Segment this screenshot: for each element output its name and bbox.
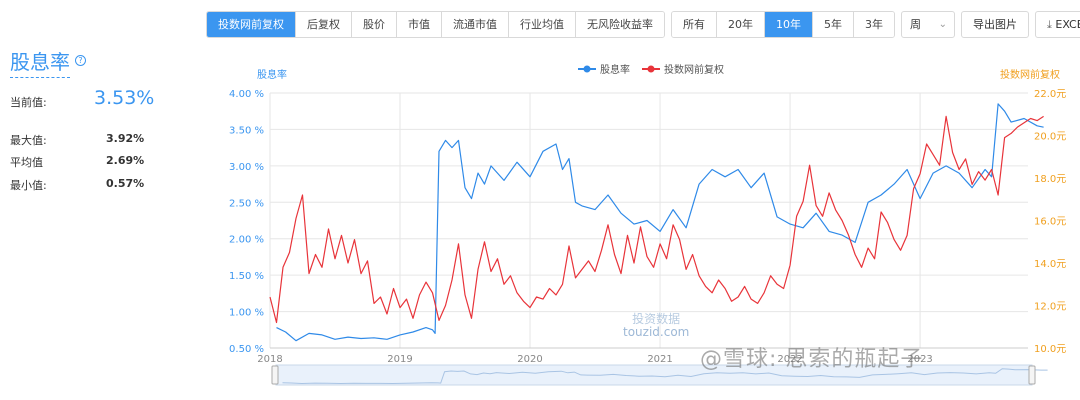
right-tick-label: 12.0元	[1034, 302, 1066, 313]
grid	[269, 92, 1028, 349]
series-line-dividend-yield	[276, 103, 1044, 342]
right-tick-label: 22.0元	[1034, 89, 1066, 100]
excel-label: EXCEL	[1055, 18, 1080, 31]
min-value: 0.57%	[106, 177, 145, 190]
max-label: 最大值:	[10, 134, 47, 147]
max-value: 3.92%	[106, 132, 145, 145]
question-circle-icon[interactable]: ?	[75, 55, 86, 66]
panel-title: 股息率	[10, 46, 70, 78]
btn-industry-average[interactable]: 行业均值	[509, 12, 576, 37]
current-value: 3.53%	[94, 87, 155, 109]
price-mode-group: 投数网前复权 后复权 股价 市值 流通市值 行业均值 无风险收益率	[206, 11, 665, 38]
btn-range-20y[interactable]: 20年	[717, 12, 765, 37]
legend: 股息率 投数网前复权	[578, 63, 724, 76]
left-tick-label: 0.50 %	[229, 344, 264, 355]
avg-value: 2.69%	[106, 154, 145, 167]
left-axis-title: 股息率	[257, 68, 287, 81]
range-group: 所有 20年 10年 5年 3年	[671, 11, 895, 38]
btn-range-5y[interactable]: 5年	[813, 12, 854, 37]
legend-marker	[647, 65, 655, 73]
x-tick-label: 2021	[647, 354, 672, 365]
current-label: 当前值:	[10, 96, 47, 109]
export-image-button[interactable]: 导出图片	[961, 11, 1029, 38]
btn-tsw-forward-adjusted[interactable]: 投数网前复权	[207, 12, 296, 37]
left-tick-label: 4.00 %	[229, 89, 264, 100]
btn-range-all[interactable]: 所有	[672, 12, 717, 37]
right-tick-label: 10.0元	[1034, 344, 1066, 355]
chevron-down-icon: ⌄	[938, 19, 947, 30]
period-select[interactable]: 周 ⌄	[901, 11, 955, 38]
right-tick-label: 14.0元	[1034, 259, 1066, 270]
watermark-site: touzid.com	[623, 325, 690, 339]
x-axis: 2018 2019 2020 2021 2022 2023	[257, 347, 1028, 365]
left-axis: 0.50 % 1.00 % 1.50 % 2.00 % 2.50 % 3.00 % 3.50…	[229, 68, 287, 355]
btn-float-market-cap[interactable]: 流通市值	[442, 12, 509, 37]
right-tick-label: 18.0元	[1034, 174, 1066, 185]
toolbar: 投数网前复权 后复权 股价 市值 流通市值 行业均值 无风险收益率 所有 20年…	[206, 11, 1080, 38]
btn-range-10y[interactable]: 10年	[765, 12, 813, 37]
btn-stock-price[interactable]: 股价	[352, 12, 397, 37]
btn-market-cap[interactable]: 市值	[397, 12, 442, 37]
left-tick-label: 1.50 %	[229, 271, 264, 282]
right-axis-title: 投数网前复权	[1000, 68, 1060, 81]
time-range-navigator	[271, 364, 1048, 386]
left-tick-label: 1.00 %	[229, 308, 264, 319]
excel-button[interactable]: ⤓ EXCEL	[1035, 11, 1080, 38]
right-axis: 10.0元 12.0元 14.0元 16.0元 18.0元 20.0元 22.0元 投数网前复…	[1000, 68, 1066, 355]
navigator-handle-right	[1028, 365, 1036, 385]
right-tick-label: 16.0元	[1034, 217, 1066, 228]
legend-marker	[583, 65, 591, 73]
x-tick-label: 2018	[257, 354, 282, 365]
avg-label: 平均值	[10, 156, 43, 169]
right-tick-label: 20.0元	[1034, 132, 1066, 143]
btn-range-3y[interactable]: 3年	[854, 12, 894, 37]
left-tick-label: 2.00 %	[229, 235, 264, 246]
left-tick-label: 3.00 %	[229, 162, 264, 173]
period-select-value: 周	[910, 18, 921, 31]
navigator-line	[282, 368, 1048, 385]
min-label: 最小值:	[10, 179, 47, 192]
download-icon: ⤓	[1047, 18, 1052, 31]
series-lines	[269, 103, 1044, 342]
left-tick-label: 2.50 %	[229, 198, 264, 209]
center-watermark: 投资数据 touzid.com	[623, 313, 689, 339]
legend-label: 股息率	[600, 63, 630, 76]
x-tick-label: 2020	[517, 354, 542, 365]
x-tick-label: 2023	[907, 354, 932, 365]
navigator-handle-left	[271, 365, 279, 385]
x-tick-label: 2019	[387, 354, 412, 365]
left-tick-label: 3.50 %	[229, 125, 264, 136]
watermark-brand: 投资数据	[632, 312, 681, 326]
series-line-price	[269, 115, 1044, 324]
btn-backward-adjusted[interactable]: 后复权	[296, 12, 352, 37]
x-tick-label: 2022	[777, 354, 802, 365]
source-watermark: @雪球: 思索的瓶起子	[700, 347, 924, 372]
legend-label: 投数网前复权	[664, 63, 724, 76]
btn-risk-free-rate[interactable]: 无风险收益率	[576, 12, 664, 37]
